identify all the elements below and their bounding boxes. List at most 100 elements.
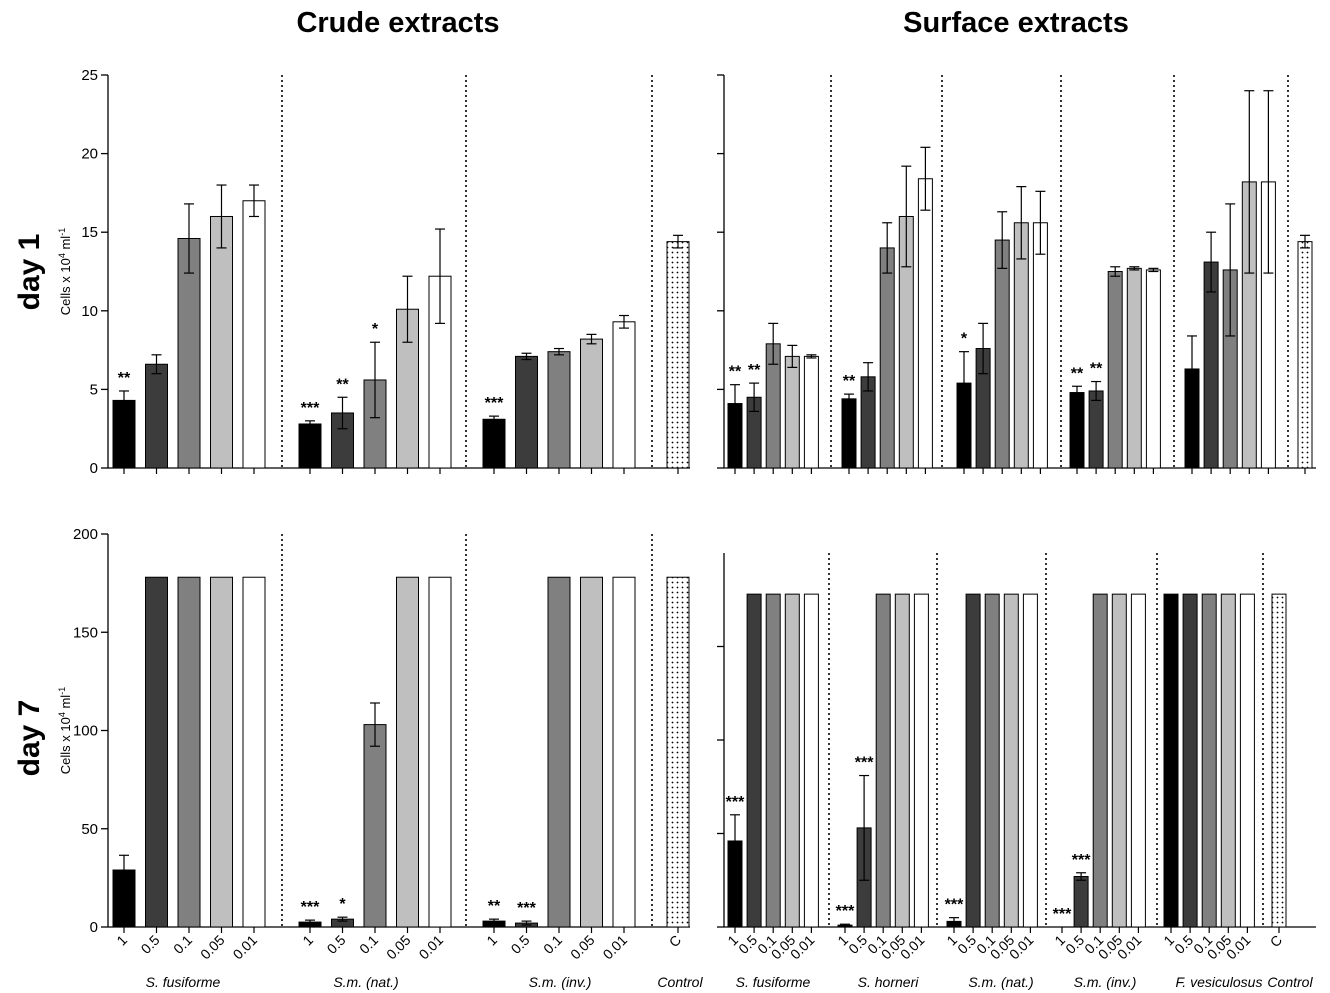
category-label: 0.1 — [170, 932, 195, 957]
category-label: C — [666, 932, 684, 950]
y-axis-label-sup: 4 — [57, 712, 67, 717]
bar — [784, 355, 800, 469]
significance-label: *** — [301, 899, 320, 916]
significance-label: ** — [336, 376, 349, 393]
bar-group: ** ** — [727, 322, 819, 474]
row-label-day1: day 1 — [13, 234, 46, 311]
y-axis-label-sup2: -1 — [57, 228, 67, 236]
crude-extracts-heading: Crude extracts — [296, 7, 499, 39]
bar-group: ***10.50.10.050.01S.m. (nat.) — [943, 593, 1038, 990]
y-tick-label: 15 — [81, 224, 98, 241]
bar — [547, 576, 571, 928]
bar — [396, 576, 419, 928]
bar — [894, 593, 910, 928]
bar — [1182, 593, 1198, 928]
bar — [913, 593, 929, 928]
y-tick-label: 150 — [73, 624, 98, 641]
bar-group: ** ** — [1069, 266, 1161, 474]
bar — [515, 355, 538, 469]
bar — [210, 576, 233, 928]
bar-group: ***1***0.50.10.050.01S.m. (inv.) — [1051, 593, 1146, 990]
bar — [1163, 593, 1179, 928]
bar — [1032, 222, 1048, 469]
bar — [1201, 593, 1217, 928]
category-label: 0.1 — [356, 932, 381, 957]
bar-group: ***10.50.10.050.01S. fusiforme — [724, 593, 819, 990]
significance-label: *** — [485, 395, 504, 412]
bar — [242, 576, 266, 928]
group-label: S. fusiforme — [736, 974, 811, 990]
bar — [210, 215, 233, 469]
surface-extracts-heading: Surface extracts — [903, 7, 1129, 39]
bar-group — [666, 234, 690, 474]
significance-label: *** — [726, 794, 745, 811]
bar — [612, 321, 636, 469]
bar — [580, 338, 603, 469]
bar-group: ** — [841, 146, 933, 474]
y-tick-label: 0 — [90, 919, 98, 936]
bar — [547, 351, 571, 469]
bar — [666, 241, 690, 469]
bar — [112, 399, 136, 469]
bar — [1145, 269, 1161, 469]
significance-label: *** — [836, 903, 855, 920]
bar — [1013, 222, 1029, 469]
category-label: 0.01 — [230, 932, 261, 963]
y-axis-label-sup2: -1 — [57, 687, 67, 695]
bar-group — [1297, 234, 1313, 474]
bar — [879, 247, 895, 469]
bar-group — [1184, 90, 1276, 474]
bar — [177, 576, 201, 928]
bar — [145, 363, 168, 469]
significance-label: ** — [1090, 361, 1103, 378]
bar-group: ** — [112, 184, 266, 474]
bar — [1003, 593, 1019, 928]
y-axis-label: Cells x 104 ml-1 — [57, 687, 73, 774]
bar — [1239, 593, 1255, 928]
y-tick-label: 25 — [81, 67, 98, 84]
bar-group: 10.50.10.050.01F. vesiculosus — [1160, 593, 1262, 990]
group-label: S. horneri — [858, 974, 920, 990]
bar — [875, 593, 891, 928]
panel-surface-day1: ** ******* ** — [717, 74, 1316, 474]
bar-group: 1 0.5 0.1 0.05 0.01 S. fusiforme — [112, 576, 266, 990]
significance-label: ** — [748, 362, 761, 379]
y-axis-label-unit: ml — [58, 695, 73, 712]
significance-label: * — [372, 321, 379, 338]
bar — [363, 724, 387, 928]
significance-label: *** — [855, 755, 874, 772]
bar — [965, 593, 981, 928]
bar-group: ** 1 *** 0.5 0.1 0.05 0.01 S.m. (inv.) — [482, 576, 636, 990]
group-label: S. fusiforme — [146, 974, 221, 990]
category-label: 0.01 — [600, 932, 631, 963]
group-label: S.m. (nat.) — [333, 974, 398, 990]
bar — [145, 576, 168, 928]
bar — [1069, 392, 1085, 469]
bar — [994, 239, 1010, 469]
y-tick-label: 50 — [81, 821, 98, 838]
significance-label: ** — [118, 370, 131, 387]
group-label: S.m. (inv.) — [1074, 974, 1137, 990]
bar — [1111, 593, 1127, 928]
bar — [612, 576, 636, 928]
y-tick-label: 0 — [90, 460, 98, 477]
category-label: 0.05 — [567, 932, 598, 963]
bar — [242, 200, 266, 469]
bar — [1297, 241, 1313, 469]
category-label: 0.5 — [508, 932, 533, 957]
y-tick-label: 20 — [81, 146, 98, 163]
bar — [1088, 390, 1104, 469]
category-label: 1 — [299, 932, 316, 949]
y-tick-label: 100 — [73, 723, 98, 740]
significance-label: ** — [1071, 365, 1084, 382]
bar — [666, 576, 690, 928]
y-tick-label: 200 — [73, 526, 98, 543]
group-label: Control — [1267, 974, 1313, 990]
bar — [1073, 876, 1089, 928]
significance-label: *** — [517, 900, 536, 917]
category-label: C — [1267, 932, 1285, 950]
significance-label: ** — [488, 898, 501, 915]
bar — [1107, 271, 1123, 469]
category-label: 0.05 — [197, 932, 228, 963]
